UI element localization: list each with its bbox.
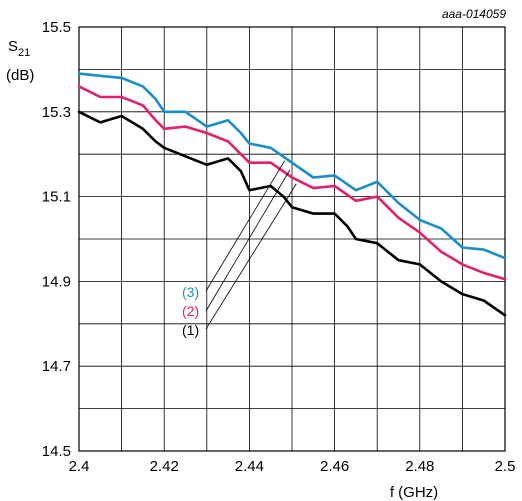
series-label: (2) [182, 303, 199, 319]
y-axis-label: S21 [8, 38, 30, 59]
y-axis-unit: (dB) [6, 67, 34, 84]
series-line [77, 85, 507, 281]
y-axis-label-main: S [8, 38, 18, 55]
series-label-leader [205, 169, 291, 312]
plot-frame [78, 26, 506, 452]
x-tick-label: 2.42 [150, 458, 179, 475]
series-label-leader [205, 160, 286, 292]
y-tick-label: 14.7 [42, 358, 71, 375]
series-line [77, 72, 507, 260]
x-tick-label: 2.4 [69, 458, 90, 475]
grid [78, 26, 506, 452]
series-lines [77, 72, 507, 317]
series-line [77, 110, 507, 317]
y-tick-label: 15.5 [42, 19, 71, 36]
x-tick-label: 2.44 [235, 458, 264, 475]
x-tick-label: 2.48 [405, 458, 434, 475]
y-tick-label: 14.9 [42, 273, 71, 290]
x-axis-label: f (GHz) [390, 484, 438, 501]
y-axis-label-subscript: 21 [18, 47, 30, 59]
series-label: (3) [182, 284, 199, 300]
chart-reference-id: aaa-014059 [442, 7, 506, 21]
y-tick-label: 14.5 [42, 443, 71, 460]
x-tick-label: 2.5 [495, 458, 516, 475]
series-labels: (3) (2) (1) [182, 160, 297, 338]
y-tick-label: 15.3 [42, 104, 71, 121]
x-tick-labels: 2.4 2.42 2.44 2.46 2.48 2.5 [69, 458, 516, 475]
series-label: (1) [182, 322, 199, 338]
series-label-leader [205, 183, 297, 330]
y-tick-label: 15.1 [42, 189, 71, 206]
y-tick-labels: 14.5 14.7 14.9 15.1 15.3 15.5 [42, 19, 71, 460]
x-tick-label: 2.46 [320, 458, 349, 475]
